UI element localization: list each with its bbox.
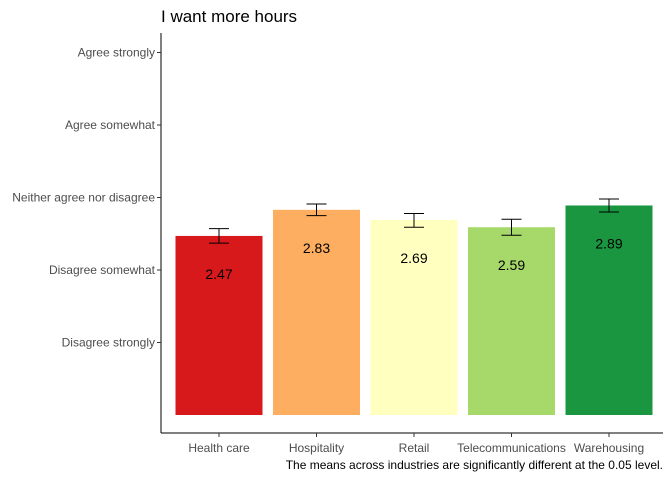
error-bar <box>306 203 327 217</box>
error-bars-layer <box>209 198 619 244</box>
value-label: 2.83 <box>303 240 330 256</box>
x-tick-label: Warehousing <box>574 441 644 455</box>
x-tick-label: Retail <box>399 441 430 455</box>
bar-health-care <box>175 235 263 415</box>
value-label: 2.69 <box>400 250 427 266</box>
x-tick-label: Hospitality <box>289 441 344 455</box>
y-tick-label: Disagree strongly <box>62 336 155 350</box>
error-bar <box>209 228 229 244</box>
y-axis-ticks: Disagree strongly Disagree somewhat Neithe… <box>12 46 161 350</box>
y-tick-label: Neither agree nor disagree <box>12 191 155 205</box>
error-bar <box>599 198 619 213</box>
x-tick-label: Health care <box>188 441 250 455</box>
y-tick-label: Agree somewhat <box>65 118 156 132</box>
x-tick-label: Telecommunications <box>457 441 566 455</box>
error-bar <box>404 212 424 228</box>
value-label: 2.89 <box>595 235 622 251</box>
y-tick-label: Agree strongly <box>78 46 155 60</box>
chart-title: I want more hours <box>161 7 297 26</box>
value-labels-layer: 2.47 2.83 2.69 2.59 2.89 <box>205 235 622 281</box>
bar-hospitality <box>273 209 360 415</box>
y-tick-label: Disagree somewhat <box>49 263 156 277</box>
value-label: 2.47 <box>205 266 232 282</box>
bar-warehousing <box>565 205 653 415</box>
x-axis-ticks: Health care Hospitality Retail Telecommunic… <box>188 433 644 455</box>
value-label: 2.59 <box>498 257 525 273</box>
error-bar <box>501 218 522 236</box>
bar-telecommunications <box>468 227 555 415</box>
chart-caption: The means across industries are signific… <box>286 458 663 472</box>
bars-layer <box>175 205 653 415</box>
bar-retail <box>370 219 458 415</box>
